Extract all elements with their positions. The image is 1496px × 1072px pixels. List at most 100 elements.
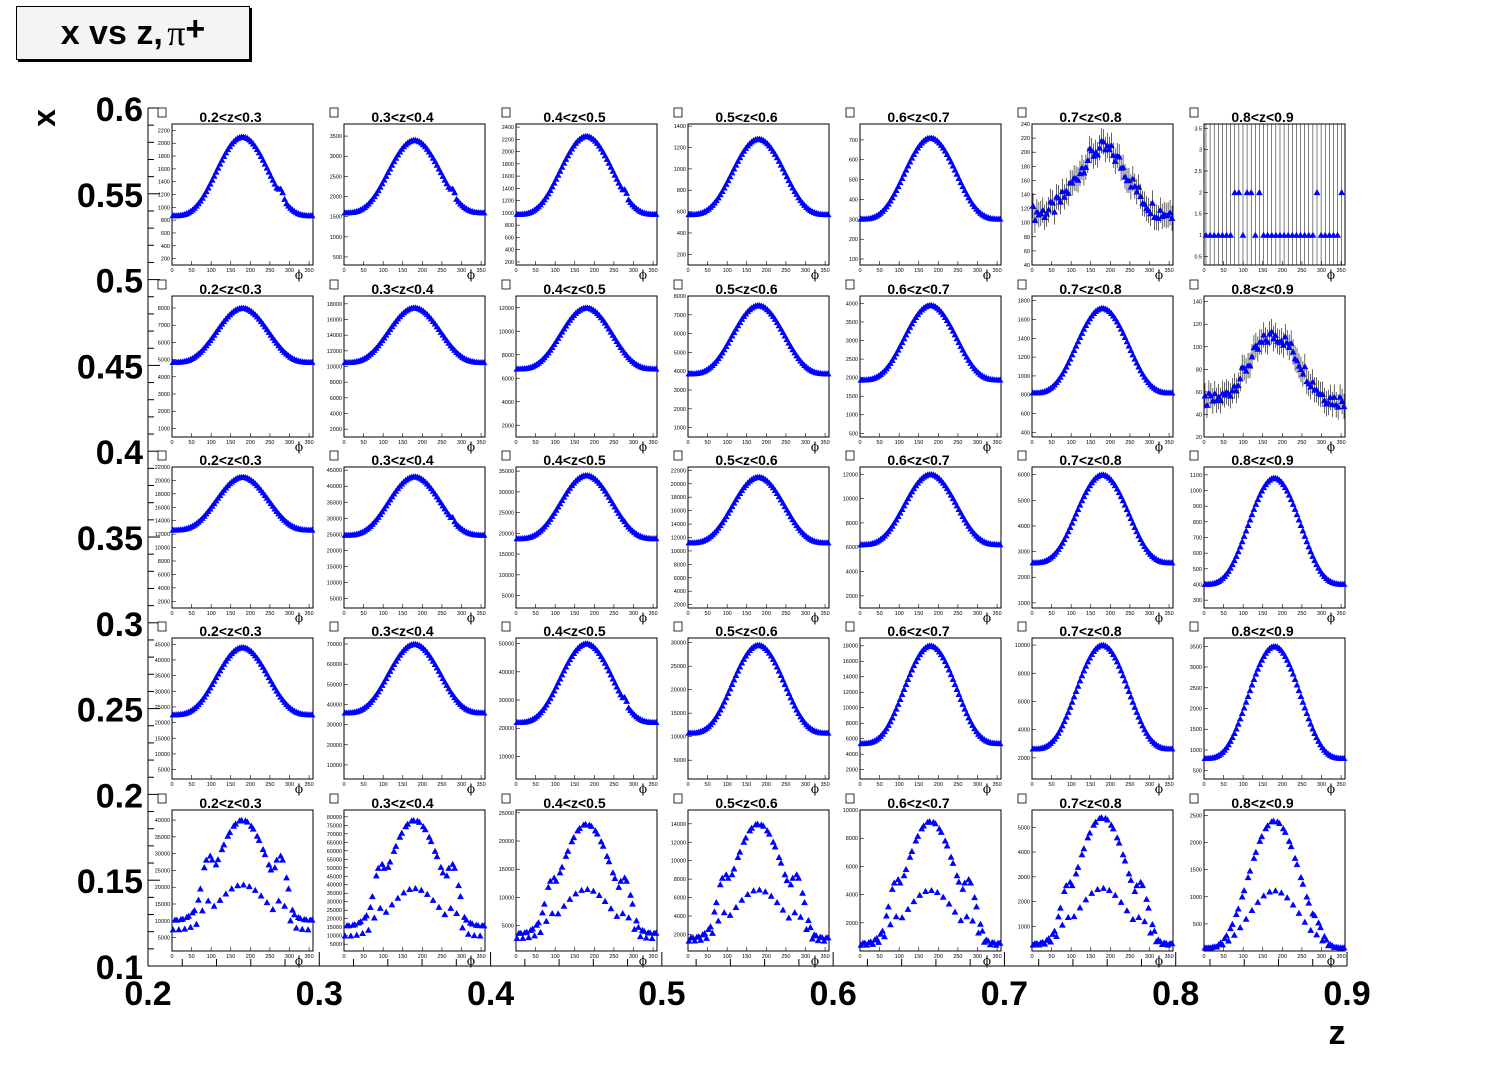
pad-x-tick-label: 250 [437, 611, 446, 617]
data-point [341, 932, 349, 939]
pad-x-tick-label: 300 [629, 954, 638, 960]
data-point [1315, 919, 1322, 926]
data-point [308, 526, 316, 533]
data-point [795, 874, 803, 881]
data-point [1291, 505, 1299, 512]
pad-x-tick-label: 350 [992, 611, 1001, 617]
data-point [1295, 687, 1303, 694]
pad-x-tick-label: 0 [342, 268, 345, 274]
pad-frame [343, 295, 486, 438]
pad-stats-box [1189, 107, 1199, 118]
data-point [552, 337, 560, 344]
data-point [558, 496, 566, 503]
data-point [953, 170, 961, 177]
data-point [1056, 904, 1064, 911]
data-point [892, 913, 900, 920]
pad-stats-box [673, 107, 683, 118]
data-point [996, 541, 1004, 548]
pad-y-tick-label: 20000 [155, 721, 170, 727]
pad-y-tick-label: 1200 [158, 193, 170, 199]
pad-x-axis-label: ϕ [1327, 268, 1335, 282]
pad-x-tick-label: 150 [398, 268, 407, 274]
data-point [908, 488, 916, 495]
pad-x-axis-label: ϕ [467, 954, 475, 968]
data-point [722, 512, 730, 520]
pad-x-axis-label: ϕ [1155, 782, 1163, 796]
outer-x-tick-label: 0.6 [810, 975, 857, 1013]
pad-y-tick-label: 4000 [846, 752, 858, 758]
data-point [243, 818, 251, 825]
data-point [1072, 687, 1080, 695]
data-point [996, 376, 1004, 383]
pad-y-tick-label: 15000 [499, 867, 514, 873]
data-point [734, 667, 742, 674]
data-point [548, 691, 556, 698]
pad-x-tick-label: 300 [1317, 268, 1326, 274]
pad-x-tick-label: 100 [723, 782, 732, 788]
pad-y-tick-label: 800 [677, 188, 686, 194]
data-point [392, 657, 400, 664]
pad-title: 0.7<z<0.8 [1059, 623, 1121, 639]
pad-x-axis-label: ϕ [1155, 268, 1163, 282]
pad-x-tick-label: 0 [514, 611, 517, 617]
data-point [896, 342, 904, 349]
pad-y-tick-label: 1000 [1190, 895, 1202, 901]
data-point [1080, 667, 1088, 674]
pad-x-tick-label: 100 [1067, 954, 1076, 960]
pad: 0.8<z<0.90 50 100 150 200 250 300 350ϕ500100015… [1189, 621, 1348, 796]
data-point [386, 165, 394, 172]
data-point [900, 502, 908, 509]
pad-x-axis-label: ϕ [1155, 954, 1163, 968]
pad-y-tick-label: 50000 [499, 642, 514, 648]
pad-y-tick-label: 14000 [327, 333, 342, 339]
pad-x-tick-label: 150 [1086, 782, 1095, 788]
data-point [1289, 901, 1297, 908]
data-point [963, 913, 971, 920]
pad-y-tick-label: 6000 [1018, 699, 1030, 705]
pad-y-tick-label: 10000 [155, 546, 170, 552]
data-point [652, 535, 660, 542]
data-point [781, 680, 789, 687]
data-point [1260, 652, 1268, 659]
pad-x-tick-label: 150 [742, 782, 751, 788]
data-point [886, 718, 894, 725]
data-point [1131, 887, 1139, 895]
data-point [218, 156, 226, 163]
pad-x-tick-label: 200 [1278, 611, 1287, 617]
pad: 0.7<z<0.80 50 100 150 200 250 300 350ϕ400600800… [1017, 279, 1176, 454]
data-point [529, 925, 537, 932]
data-point [720, 698, 728, 705]
data-point [558, 863, 566, 870]
pad-x-tick-label: 150 [1258, 954, 1267, 960]
pad-x-tick-label: 250 [265, 954, 274, 960]
data-point [875, 938, 883, 945]
data-point [736, 154, 744, 161]
data-point [726, 173, 734, 180]
data-point [1285, 660, 1293, 667]
data-point [181, 925, 189, 932]
pad-x-tick-label: 0 [1202, 782, 1205, 788]
data-point [1053, 932, 1060, 940]
pad-x-tick-label: 200 [1278, 268, 1287, 274]
data-point [273, 856, 281, 863]
pad-y-tick-label: 2500 [1190, 686, 1202, 692]
data-point [726, 685, 734, 692]
pad-y-tick-label: 800 [1021, 393, 1030, 399]
pad-y-tick-label: 8000 [674, 877, 686, 883]
pad-y-tick-label: 2000 [846, 921, 858, 927]
data-point [1119, 497, 1127, 504]
data-point [1283, 656, 1291, 663]
data-point [730, 328, 738, 336]
data-point [640, 927, 648, 934]
data-point [726, 911, 734, 918]
pad: 0.5<z<0.60 50 100 150 200 250 300 350ϕ100020003… [673, 279, 832, 454]
pad: 0.4<z<0.50 50 100 150 200 250 300 350ϕ200040006… [499, 279, 660, 454]
pad-y-tick-label: 1500 [330, 215, 342, 221]
pad-stats-box [501, 107, 511, 118]
data-point [1117, 492, 1125, 500]
pad-x-axis-label: ϕ [811, 782, 819, 796]
data-point [1092, 818, 1100, 825]
pad-x-axis-label: ϕ [467, 782, 475, 796]
data-point [1131, 703, 1139, 710]
pad-y-tick-label: 20000 [327, 917, 342, 923]
